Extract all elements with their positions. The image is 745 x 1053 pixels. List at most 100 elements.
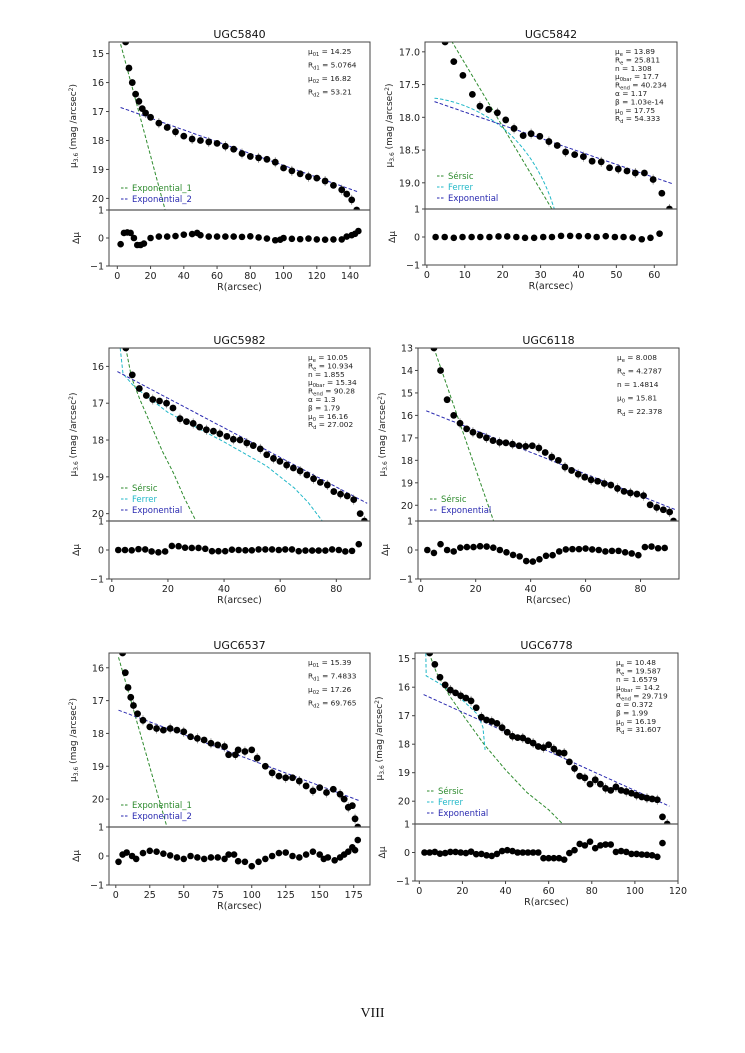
data-point: [225, 751, 233, 759]
residual-point: [140, 240, 148, 247]
data-point: [323, 789, 330, 796]
data-point: [576, 772, 584, 780]
y-tick-label: 18: [401, 456, 413, 467]
data-point: [230, 145, 238, 153]
data-point: [485, 106, 493, 113]
residual-point: [201, 545, 209, 553]
data-point: [468, 90, 476, 98]
data-point: [502, 439, 510, 447]
residual-point: [638, 235, 646, 243]
residual-point: [148, 548, 155, 555]
data-point: [602, 784, 609, 792]
data-point: [496, 438, 503, 446]
data-point: [623, 167, 631, 175]
residual-y-tick-label: 1: [404, 820, 410, 831]
residual-point: [187, 852, 194, 860]
data-point: [638, 793, 646, 801]
data-point: [159, 726, 167, 734]
residual-point: [514, 849, 521, 856]
residual-point: [302, 547, 309, 554]
data-point: [534, 743, 542, 750]
data-point: [648, 795, 656, 803]
data-point: [510, 125, 518, 132]
data-point: [666, 205, 673, 209]
residual-point: [524, 849, 532, 856]
residual-point: [354, 836, 362, 844]
data-point: [509, 732, 516, 740]
data-point: [135, 385, 143, 392]
residual-point: [141, 546, 149, 553]
data-point: [488, 718, 496, 725]
residual-point: [127, 229, 134, 237]
residual-point: [163, 233, 171, 240]
y-tick-label: 18.5: [399, 146, 420, 157]
data-point: [514, 734, 522, 742]
residual-point: [576, 840, 583, 848]
residual-point: [225, 851, 232, 858]
data-point: [545, 138, 553, 145]
fit-parameter: μ0bar = 17.7: [615, 72, 659, 83]
residual-point: [463, 543, 471, 551]
y-tick-label: 16: [92, 362, 104, 373]
residual-point: [289, 852, 296, 860]
residual-y-tick-label: 1: [407, 517, 413, 528]
fit-parameter: Re = 19.587: [616, 666, 661, 677]
legend-label: Exponential: [132, 506, 182, 516]
data-point: [580, 153, 587, 161]
legend-label: Exponential: [448, 194, 498, 204]
data-point: [216, 430, 224, 438]
data-point: [472, 704, 480, 712]
data-point: [255, 154, 263, 162]
x-tick-label: 30: [535, 270, 547, 281]
residual-point: [235, 546, 242, 554]
data-point: [149, 396, 157, 403]
residual-point: [443, 546, 451, 554]
residual-point: [595, 546, 603, 554]
data-points: [441, 42, 673, 209]
data-point: [360, 517, 368, 521]
residual-point: [659, 839, 666, 847]
data-point: [173, 726, 181, 734]
residual-y-tick-label: −1: [396, 877, 410, 888]
data-point: [620, 487, 628, 495]
x-tick-label: 60: [580, 584, 592, 595]
fit-line-exponential-1: [118, 657, 168, 827]
residual-point: [602, 232, 610, 240]
data-point: [135, 97, 143, 105]
residual-points: [421, 838, 666, 863]
data-point: [581, 473, 589, 481]
axes-frame: [108, 41, 371, 267]
residual-point: [280, 234, 287, 242]
residual-point: [160, 850, 167, 857]
x-axis-label: R(arcsec): [529, 281, 574, 292]
residual-point: [575, 545, 583, 553]
y-tick-label: 17: [92, 107, 104, 118]
data-point: [457, 692, 465, 700]
data-point: [541, 449, 549, 456]
residual-point: [536, 555, 543, 563]
data-point: [330, 488, 338, 495]
residual-point: [263, 235, 271, 242]
data-point: [353, 206, 361, 210]
residual-y-tick-label: −1: [90, 881, 104, 892]
fit-components: [118, 657, 360, 827]
fit-parameter: μe = 10.05: [308, 353, 348, 364]
x-tick-label: 40: [525, 584, 537, 595]
residual-points: [432, 230, 663, 243]
data-point: [122, 348, 130, 352]
x-tick-label: 0: [424, 270, 430, 281]
x-tick-label: 100: [626, 886, 644, 897]
residual-point: [426, 849, 433, 856]
data-points: [122, 42, 361, 210]
data-point: [493, 109, 501, 117]
data-point: [659, 813, 666, 821]
data-point: [640, 492, 647, 500]
x-axis-label: R(arcsec): [217, 282, 262, 293]
data-point: [270, 455, 277, 462]
residual-point: [602, 548, 609, 555]
residual-point: [638, 851, 646, 858]
residual-y-axis-label: Δμ: [388, 231, 398, 243]
